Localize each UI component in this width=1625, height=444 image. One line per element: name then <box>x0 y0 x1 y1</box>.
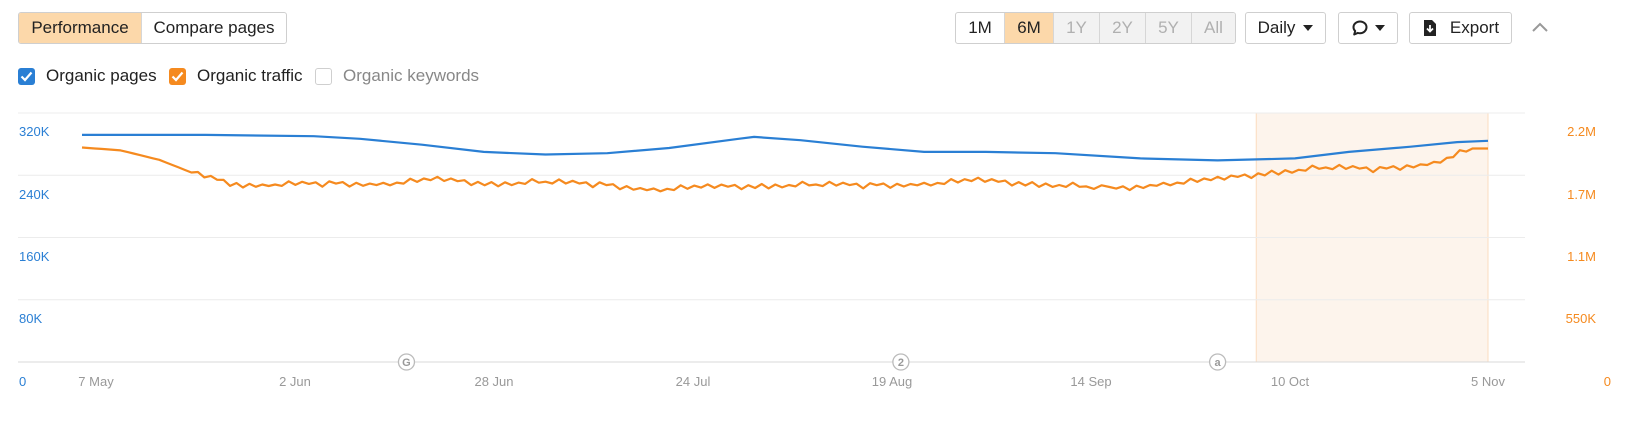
y-right-tick: 550K <box>1565 311 1596 326</box>
annotation-label: G <box>402 357 411 369</box>
annotation-label: 2 <box>898 357 904 369</box>
chevron-down-icon <box>1303 25 1314 31</box>
annotation-marker <box>1208 353 1227 371</box>
x-tick: 24 Jul <box>675 374 711 389</box>
range-tabs: 1M 6M 1Y 2Y 5Y All <box>955 12 1236 44</box>
export-label: Export <box>1449 18 1500 37</box>
chevron-up-icon <box>1532 22 1548 32</box>
x-tick: 10 Oct <box>1270 374 1310 389</box>
interval-dropdown[interactable]: Daily <box>1245 12 1326 44</box>
x-tick: 14 Sep <box>1070 374 1112 389</box>
checkbox-unchecked-icon[interactable] <box>315 67 332 85</box>
x-tick: 28 Jun <box>474 374 514 389</box>
tab-compare-pages[interactable]: Compare pages <box>153 18 275 37</box>
y-left-tick: 80K <box>19 311 43 326</box>
export-file-icon <box>1423 20 1436 36</box>
legend-organic-pages[interactable]: Organic pages <box>18 66 157 86</box>
legend-organic-traffic[interactable]: Organic traffic <box>169 66 303 86</box>
checkbox-checked-icon[interactable] <box>169 67 186 85</box>
y-right-tick: 0 <box>1603 374 1611 389</box>
chevron-down-icon <box>1375 25 1385 31</box>
speech-bubble-icon <box>1352 20 1368 36</box>
range-1m-button[interactable]: 1M <box>956 13 1005 43</box>
y-right-tick: 2.2M <box>1567 124 1596 139</box>
range-5y-button[interactable]: 5Y <box>1146 13 1192 43</box>
legend-label: Organic traffic <box>197 66 303 85</box>
annotation-marker <box>892 353 910 371</box>
collapse-button[interactable] <box>1527 16 1553 38</box>
x-tick: 19 Aug <box>871 374 913 389</box>
legend-label: Organic keywords <box>343 66 480 85</box>
view-tabs: Performance Compare pages <box>18 12 287 44</box>
range-6m-button[interactable]: 6M <box>1005 13 1054 43</box>
checkbox-checked-icon[interactable] <box>18 67 35 85</box>
y-left-tick: 320K <box>19 124 50 139</box>
legend-label: Organic pages <box>46 66 157 85</box>
x-tick: 5 Nov <box>1471 374 1505 389</box>
export-button[interactable]: Export <box>1409 12 1512 44</box>
legend-organic-keywords[interactable]: Organic keywords <box>315 66 479 86</box>
y-right-tick: 1.7M <box>1567 187 1596 202</box>
tab-performance[interactable]: Performance <box>19 13 142 43</box>
y-left-tick: 0 <box>19 374 27 389</box>
range-1y-button[interactable]: 1Y <box>1054 13 1100 43</box>
y-right-tick: 1.1M <box>1567 249 1596 264</box>
range-all-button[interactable]: All <box>1192 13 1235 43</box>
y-left-tick: 160K <box>19 249 50 264</box>
series-line-organic-pages <box>82 133 1489 162</box>
annotation-label: a <box>1215 357 1222 369</box>
series-line-organic-traffic <box>81 146 1488 193</box>
annotation-marker <box>397 353 416 371</box>
range-2y-button[interactable]: 2Y <box>1100 13 1146 43</box>
comment-dropdown[interactable] <box>1338 12 1398 44</box>
x-tick: 7 May <box>78 374 114 389</box>
x-tick: 2 Jun <box>279 374 311 389</box>
y-left-tick: 240K <box>19 187 50 202</box>
interval-label: Daily <box>1257 18 1296 37</box>
